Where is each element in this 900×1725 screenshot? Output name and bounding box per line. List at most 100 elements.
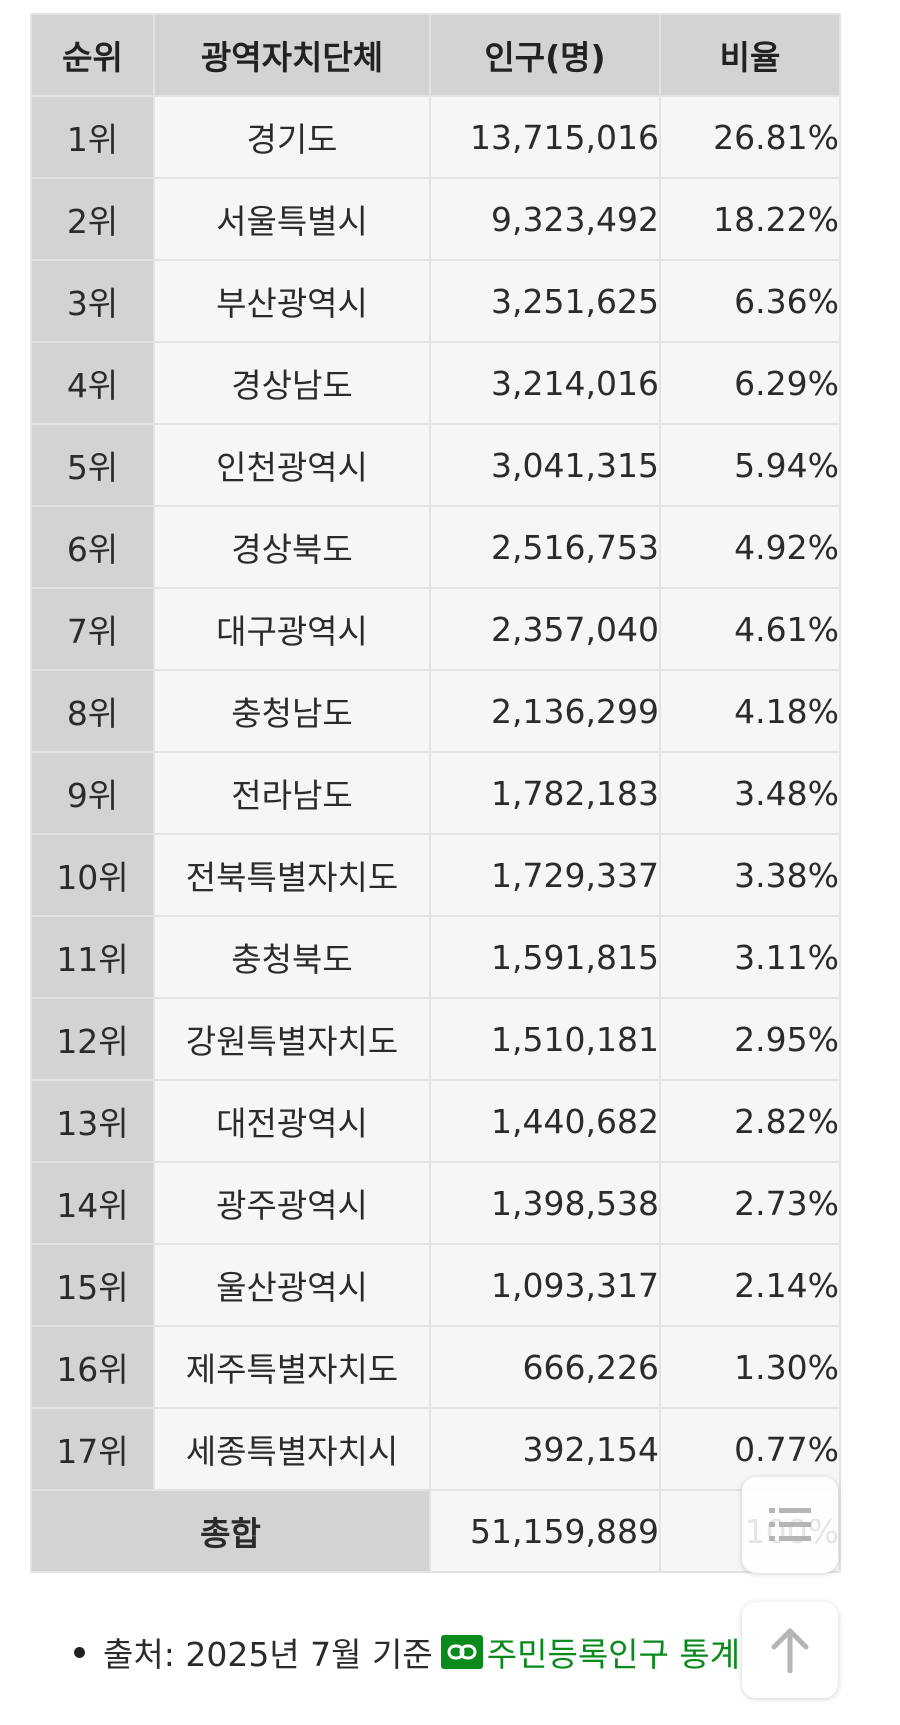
region-cell: 경상북도 — [153, 505, 431, 589]
region-cell: 부산광역시 — [153, 259, 431, 343]
region-cell: 울산광역시 — [153, 1243, 431, 1327]
region-link[interactable]: 경기도 — [246, 120, 338, 159]
header-ratio: 비율 — [659, 13, 841, 97]
population-cell: 13,715,016 — [429, 95, 661, 179]
table-row: 10위 전북특별자치도 1,729,337 3.38% — [30, 833, 841, 917]
total-population: 51,159,889 — [429, 1489, 661, 1573]
population-cell: 9,323,492 — [429, 177, 661, 261]
region-cell: 전라남도 — [153, 751, 431, 835]
source-prefix: 출처: 2025년 7월 기준 — [103, 1635, 433, 1674]
table-row: 16위 제주특별자치도 666,226 1.30% — [30, 1325, 841, 1409]
rank-cell: 12위 — [30, 997, 155, 1081]
population-cell: 1,440,682 — [429, 1079, 661, 1163]
ratio-cell: 4.92% — [659, 505, 841, 589]
table-body: 1위 경기도 13,715,016 26.81% 2위 서울특별시 9,323,492 18.… — [30, 95, 841, 1491]
population-cell: 1,782,183 — [429, 751, 661, 835]
region-link[interactable]: 서울특별시 — [216, 202, 368, 241]
ratio-cell: 4.18% — [659, 669, 841, 753]
rank-cell: 13위 — [30, 1079, 155, 1163]
ratio-cell: 6.36% — [659, 259, 841, 343]
table-row: 14위 광주광역시 1,398,538 2.73% — [30, 1161, 841, 1245]
table-of-contents-button[interactable] — [742, 1477, 838, 1573]
region-cell: 인천광역시 — [153, 423, 431, 507]
population-cell: 1,510,181 — [429, 997, 661, 1081]
region-cell: 세종특별자치시 — [153, 1407, 431, 1491]
bullet-icon — [74, 1646, 85, 1658]
link-icon[interactable] — [440, 1635, 483, 1669]
region-link[interactable]: 부산광역시 — [216, 284, 368, 323]
region-link[interactable]: 울산광역시 — [216, 1268, 368, 1307]
population-cell: 2,357,040 — [429, 587, 661, 671]
rank-cell: 16위 — [30, 1325, 155, 1409]
region-cell: 광주광역시 — [153, 1161, 431, 1245]
rank-cell: 17위 — [30, 1407, 155, 1491]
region-link[interactable]: 제주특별자치도 — [185, 1350, 399, 1389]
region-link[interactable]: 광주광역시 — [216, 1186, 368, 1225]
table-row: 4위 경상남도 3,214,016 6.29% — [30, 341, 841, 425]
ratio-cell: 3.38% — [659, 833, 841, 917]
ratio-cell: 18.22% — [659, 177, 841, 261]
table-row: 2위 서울특별시 9,323,492 18.22% — [30, 177, 841, 261]
table-row: 11위 충청북도 1,591,815 3.11% — [30, 915, 841, 999]
population-cell: 2,516,753 — [429, 505, 661, 589]
population-cell: 392,154 — [429, 1407, 661, 1491]
rank-cell: 15위 — [30, 1243, 155, 1327]
region-cell: 대구광역시 — [153, 587, 431, 671]
region-link[interactable]: 경상북도 — [231, 530, 353, 569]
region-cell: 경상남도 — [153, 341, 431, 425]
region-cell: 서울특별시 — [153, 177, 431, 261]
table-header-row: 순위 광역자치단체 인구(명) 비율 — [30, 13, 841, 97]
region-cell: 전북특별자치도 — [153, 833, 431, 917]
region-link[interactable]: 대전광역시 — [216, 1104, 368, 1143]
table-row: 5위 인천광역시 3,041,315 5.94% — [30, 423, 841, 507]
region-link[interactable]: 세종특별자치시 — [185, 1432, 399, 1471]
source-note: 출처: 2025년 7월 기준 주민등록인구 통계 — [74, 1628, 740, 1676]
region-link[interactable]: 충청남도 — [231, 694, 353, 733]
table-row: 15위 울산광역시 1,093,317 2.14% — [30, 1243, 841, 1327]
rank-cell: 14위 — [30, 1161, 155, 1245]
population-cell: 3,214,016 — [429, 341, 661, 425]
ratio-cell: 5.94% — [659, 423, 841, 507]
region-link[interactable]: 전북특별자치도 — [185, 858, 399, 897]
population-table: 순위 광역자치단체 인구(명) 비율 1위 경기도 13,715,016 26.81%… — [30, 13, 841, 1573]
arrow-up-icon — [771, 1628, 809, 1673]
population-cell: 1,729,337 — [429, 833, 661, 917]
rank-cell: 6위 — [30, 505, 155, 589]
region-cell: 충청남도 — [153, 669, 431, 753]
region-link[interactable]: 대구광역시 — [216, 612, 368, 651]
table-row: 13위 대전광역시 1,440,682 2.82% — [30, 1079, 841, 1163]
rank-cell: 11위 — [30, 915, 155, 999]
header-population: 인구(명) — [429, 13, 661, 97]
table-row: 12위 강원특별자치도 1,510,181 2.95% — [30, 997, 841, 1081]
region-link[interactable]: 경상남도 — [231, 366, 353, 405]
rank-cell: 1위 — [30, 95, 155, 179]
table-row: 6위 경상북도 2,516,753 4.92% — [30, 505, 841, 589]
ratio-cell: 3.48% — [659, 751, 841, 835]
table-row: 17위 세종특별자치시 392,154 0.77% — [30, 1407, 841, 1491]
region-link[interactable]: 강원특별자치도 — [185, 1022, 399, 1061]
region-cell: 강원특별자치도 — [153, 997, 431, 1081]
rank-cell: 4위 — [30, 341, 155, 425]
rank-cell: 5위 — [30, 423, 155, 507]
region-link[interactable]: 인천광역시 — [216, 448, 368, 487]
population-cell: 2,136,299 — [429, 669, 661, 753]
rank-cell: 9위 — [30, 751, 155, 835]
region-link[interactable]: 충청북도 — [231, 940, 353, 979]
ratio-cell: 6.29% — [659, 341, 841, 425]
ratio-cell: 2.95% — [659, 997, 841, 1081]
ratio-cell: 26.81% — [659, 95, 841, 179]
table-row: 9위 전라남도 1,782,183 3.48% — [30, 751, 841, 835]
region-cell: 대전광역시 — [153, 1079, 431, 1163]
rank-cell: 2위 — [30, 177, 155, 261]
population-cell: 666,226 — [429, 1325, 661, 1409]
ratio-cell: 2.73% — [659, 1161, 841, 1245]
header-region: 광역자치단체 — [153, 13, 431, 97]
region-link[interactable]: 전라남도 — [231, 776, 353, 815]
table-row: 7위 대구광역시 2,357,040 4.61% — [30, 587, 841, 671]
ratio-cell: 2.14% — [659, 1243, 841, 1327]
source-link[interactable]: 주민등록인구 통계 — [486, 1635, 741, 1674]
rank-cell: 7위 — [30, 587, 155, 671]
scroll-top-button[interactable] — [742, 1602, 838, 1698]
table-row: 1위 경기도 13,715,016 26.81% — [30, 95, 841, 179]
